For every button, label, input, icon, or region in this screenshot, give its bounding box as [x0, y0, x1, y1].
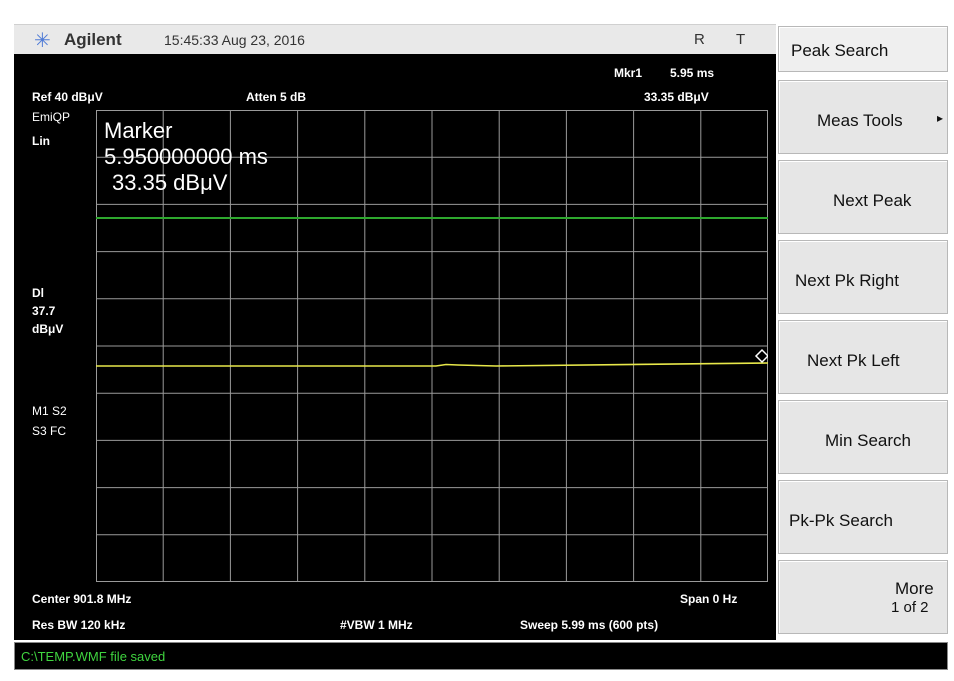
display-line-label: Dl — [32, 286, 44, 300]
status-message: C:\TEMP.WMF file saved — [21, 649, 166, 664]
next-peak-label: Next Peak — [833, 191, 912, 210]
graticule-svg — [96, 110, 768, 582]
marker-readout-label: Mkr1 — [614, 66, 643, 80]
next-peak-button[interactable]: Next Peak — [778, 160, 948, 234]
trigger-indicator: T — [736, 31, 746, 48]
pk-pk-search-button[interactable]: Pk-Pk Search — [778, 480, 948, 554]
scale-type: Lin — [32, 134, 50, 148]
softkey-panel: Peak Search Meas Tools ▸ Next Peak Next … — [778, 26, 950, 642]
analyzer-screen: Mkr1 5.95 ms Ref 40 dBμV Atten 5 dB 33.3… — [14, 54, 776, 640]
menu-title-peak-search: Peak Search — [778, 26, 948, 72]
grid-lines — [96, 110, 768, 582]
detector-mode: EmiQP — [32, 110, 71, 124]
more-label: More — [895, 579, 934, 598]
resolution-bandwidth: Res BW 120 kHz — [32, 618, 126, 632]
trace-flags-2: S3 FC — [32, 424, 67, 438]
next-pk-left-label: Next Pk Left — [807, 351, 900, 370]
status-bar: C:\TEMP.WMF file saved — [14, 642, 948, 670]
next-pk-right-label: Next Pk Right — [795, 271, 899, 290]
remote-indicator: R — [694, 31, 705, 48]
more-page-label: 1 of 2 — [891, 599, 929, 616]
marker-level: 33.35 dBμV — [112, 170, 228, 195]
graticule — [96, 110, 768, 582]
marker-title: Marker — [104, 118, 173, 143]
marker-annotation: Marker 5.950000000 ms 33.35 dBμV — [104, 118, 268, 196]
marker-readout-level: 33.35 dBμV — [644, 90, 709, 104]
span: Span 0 Hz — [680, 592, 738, 606]
center-frequency: Center 901.8 MHz — [32, 592, 132, 606]
menu-title-label: Peak Search — [791, 41, 889, 60]
next-pk-left-button[interactable]: Next Pk Left — [778, 320, 948, 394]
min-search-button[interactable]: Min Search — [778, 400, 948, 474]
title-bar: ✳ Agilent 15:45:33 Aug 23, 2016 R T — [14, 24, 776, 55]
agilent-spark-icon: ✳ — [34, 30, 51, 52]
ref-level: Ref 40 dBμV — [32, 90, 103, 104]
date-time: 15:45:33 Aug 23, 2016 — [164, 32, 305, 48]
marker-readout-time: 5.95 ms — [670, 66, 715, 80]
video-bandwidth: #VBW 1 MHz — [340, 618, 413, 632]
sweep-time: Sweep 5.99 ms (600 pts) — [520, 618, 659, 632]
more-button[interactable]: More 1 of 2 — [778, 560, 948, 634]
attenuation: Atten 5 dB — [246, 90, 306, 104]
next-pk-right-button[interactable]: Next Pk Right — [778, 240, 948, 314]
brand-name: Agilent — [64, 30, 122, 49]
meas-tools-label: Meas Tools — [817, 111, 903, 130]
marker-diamond-icon — [754, 348, 768, 364]
trace-flags-1: M1 S2 — [32, 404, 67, 418]
marker-time: 5.950000000 ms — [104, 144, 268, 169]
submenu-arrow-icon: ▸ — [937, 111, 944, 125]
trace-line — [96, 362, 768, 367]
display-line-value: 37.7 — [32, 304, 56, 318]
min-search-label: Min Search — [825, 431, 911, 450]
display-line-unit: dBμV — [32, 322, 64, 336]
pk-pk-search-label: Pk-Pk Search — [789, 511, 893, 530]
meas-tools-button[interactable]: Meas Tools ▸ — [778, 80, 948, 154]
